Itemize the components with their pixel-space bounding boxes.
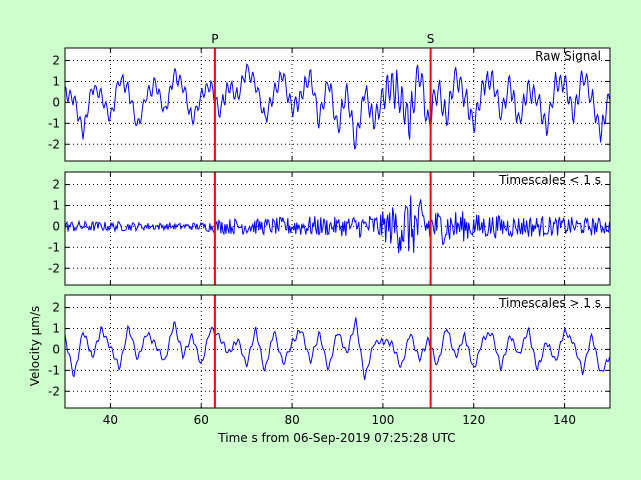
x-tick-label: 40 — [103, 413, 118, 427]
long-timescale-pick-lines — [213, 295, 432, 408]
x-tick-label: 80 — [284, 413, 299, 427]
signal-trace-line — [64, 63, 610, 150]
y-tick-label: 2 — [52, 54, 60, 68]
y-tick-label: 0 — [52, 95, 60, 109]
y-tick-label: 1 — [52, 321, 60, 335]
raw-signal-pick-lines — [213, 48, 432, 161]
short-timescale-x-ticks — [109, 172, 566, 285]
long-timescale-panel: -2 -1 0 1 2 40 60 80 100 120 140 Timescales > 1 s… — [28, 294, 611, 445]
raw-signal-panel: -2 -1 0 1 2 Raw Signal P S — [48, 32, 611, 162]
long-timescale-axes — [65, 295, 610, 408]
short-timescale-axes-frame — [64, 171, 611, 286]
signal-trace-line — [64, 195, 610, 254]
raw-signal-trace — [64, 63, 610, 150]
short-timescale-panel: -2 -1 0 1 2 Timescales < 1 s — [48, 171, 611, 286]
x-tick-label: 60 — [194, 413, 209, 427]
y-tick-label: -2 — [48, 384, 60, 398]
raw-signal-axes — [65, 48, 610, 161]
long-timescale-x-ticks — [109, 295, 566, 408]
x-axis-label: Time s from 06-Sep-2019 07:25:28 UTC — [217, 431, 455, 445]
long-timescale-axes-frame — [64, 294, 611, 409]
raw-signal-title: Raw Signal — [535, 49, 601, 63]
y-tick-label: -2 — [48, 137, 60, 151]
short-timescale-trace — [64, 195, 610, 254]
p-pick-label: P — [211, 32, 218, 46]
y-tick-label: 1 — [52, 74, 60, 88]
y-tick-label: -1 — [48, 363, 60, 377]
y-tick-label: 2 — [52, 178, 60, 192]
long-timescale-trace — [64, 317, 610, 380]
y-tick-label: 0 — [52, 342, 60, 356]
y-tick-label: 1 — [52, 198, 60, 212]
y-tick-label: 2 — [52, 301, 60, 315]
signal-trace-line — [64, 317, 610, 380]
y-tick-label: -2 — [48, 261, 60, 275]
y-axis-label: Velocity μm/s — [28, 306, 42, 387]
x-tick-label: 100 — [371, 413, 394, 427]
raw-signal-axes-frame — [64, 47, 611, 162]
long-timescale-title: Timescales > 1 s — [498, 296, 601, 310]
x-tick-label: 120 — [462, 413, 485, 427]
y-tick-label: -1 — [48, 116, 60, 130]
s-pick-label: S — [427, 32, 435, 46]
raw-signal-x-ticks — [109, 48, 566, 161]
y-tick-label: 0 — [52, 219, 60, 233]
long-timescale-grid — [65, 295, 610, 408]
short-timescale-grid — [65, 172, 610, 285]
short-timescale-title: Timescales < 1 s — [498, 173, 601, 187]
short-timescale-pick-lines — [213, 172, 432, 285]
x-tick-label: 140 — [553, 413, 576, 427]
long-timescale-x-tick-labels: 40 60 80 100 120 140 — [103, 413, 576, 427]
raw-signal-y-ticks: -2 -1 0 1 2 — [48, 54, 610, 151]
y-tick-label: -1 — [48, 240, 60, 254]
